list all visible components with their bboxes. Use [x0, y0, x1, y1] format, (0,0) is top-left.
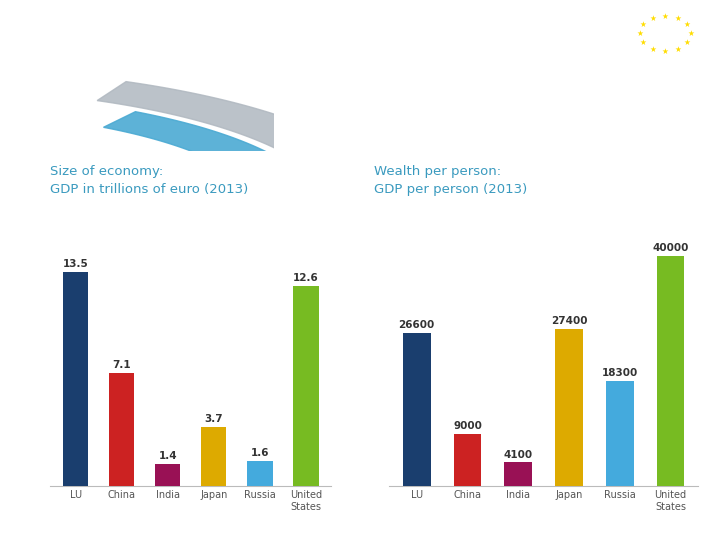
Bar [109, 373, 135, 486]
Text: 26600: 26600 [399, 320, 435, 330]
Text: ★: ★ [649, 14, 656, 23]
Bar [63, 272, 89, 486]
Text: ★: ★ [684, 21, 690, 29]
Text: ★: ★ [675, 44, 681, 53]
Text: ★: ★ [662, 11, 669, 21]
Text: 9000: 9000 [453, 421, 482, 431]
Text: ★: ★ [649, 44, 656, 53]
Text: 40000: 40000 [652, 244, 688, 253]
Bar [657, 256, 685, 486]
Text: ★: ★ [688, 29, 694, 38]
Text: ★: ★ [675, 14, 681, 23]
Polygon shape [97, 82, 381, 174]
Text: 3.7: 3.7 [204, 414, 223, 424]
Bar [293, 286, 318, 486]
Text: 13.5: 13.5 [63, 259, 89, 269]
Bar [155, 464, 181, 486]
Bar [504, 462, 532, 486]
Bar [606, 381, 634, 486]
Text: 12.6: 12.6 [293, 273, 319, 283]
Text: ★: ★ [636, 29, 643, 38]
Bar [555, 329, 583, 486]
Polygon shape [104, 112, 315, 191]
Bar [454, 434, 482, 486]
Text: ★: ★ [684, 38, 690, 47]
Text: ★: ★ [662, 47, 669, 56]
Text: Wealth per person:
GDP per person (2013): Wealth per person: GDP per person (2013) [374, 165, 528, 197]
Text: 7.1: 7.1 [112, 360, 131, 370]
Text: 1.6: 1.6 [251, 448, 269, 458]
Text: ★: ★ [640, 38, 647, 47]
Text: How rich is the EU compared to the rest of the world?: How rich is the EU compared to the rest … [22, 25, 505, 43]
Text: Size of economy:
GDP in trillions of euro (2013): Size of economy: GDP in trillions of eur… [50, 165, 248, 197]
Text: 4100: 4100 [504, 450, 533, 460]
Text: 1.4: 1.4 [158, 451, 177, 461]
Bar [402, 333, 431, 486]
Bar [201, 427, 227, 486]
Bar [247, 461, 272, 486]
Text: ★: ★ [640, 21, 647, 29]
Text: 18300: 18300 [602, 368, 638, 378]
Text: 27400: 27400 [551, 316, 588, 326]
